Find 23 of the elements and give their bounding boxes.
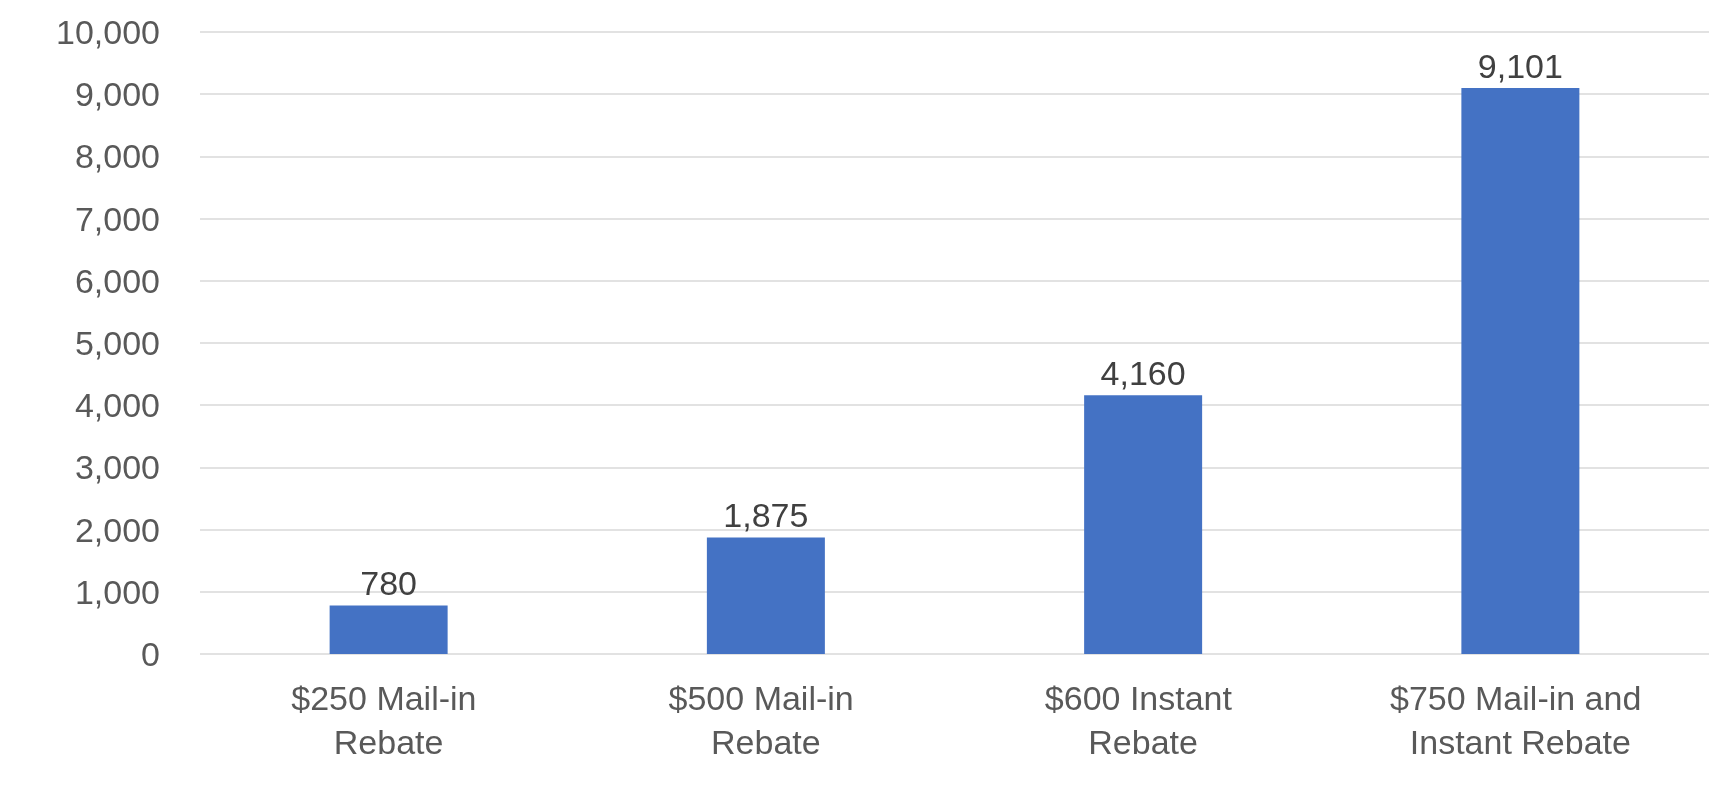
y-tick-label: 3,000	[74, 448, 160, 487]
y-tick-label: 9,000	[74, 75, 160, 114]
x-tick-label: $600 Instant Rebate	[1044, 679, 1242, 761]
y-tick-label: 7,000	[74, 199, 160, 238]
y-tick-label: 1,000	[74, 572, 160, 611]
y-tick-label: 6,000	[74, 261, 160, 300]
x-tick-label: $250 Mail-in Rebate	[291, 679, 486, 761]
data-label: 9,101	[1477, 46, 1563, 85]
bar	[1461, 87, 1580, 654]
bar	[1084, 395, 1203, 654]
x-tick-label: $750 Mail-in and Instant Rebate	[1389, 679, 1651, 761]
data-label: 780	[360, 564, 417, 603]
y-tick-label: 4,000	[74, 386, 160, 425]
y-tick-label: 8,000	[74, 137, 160, 176]
y-tick-label: 2,000	[74, 510, 160, 549]
bar	[706, 537, 825, 654]
x-tick-label: $500 Mail-in Rebate	[668, 679, 864, 761]
data-label: 1,875	[723, 496, 809, 535]
data-label: 4,160	[1100, 354, 1186, 393]
bar	[329, 605, 448, 654]
y-tick-label: 10,000	[56, 13, 160, 51]
y-tick-label: 5,000	[74, 324, 160, 362]
y-tick-label: 0	[141, 635, 160, 673]
